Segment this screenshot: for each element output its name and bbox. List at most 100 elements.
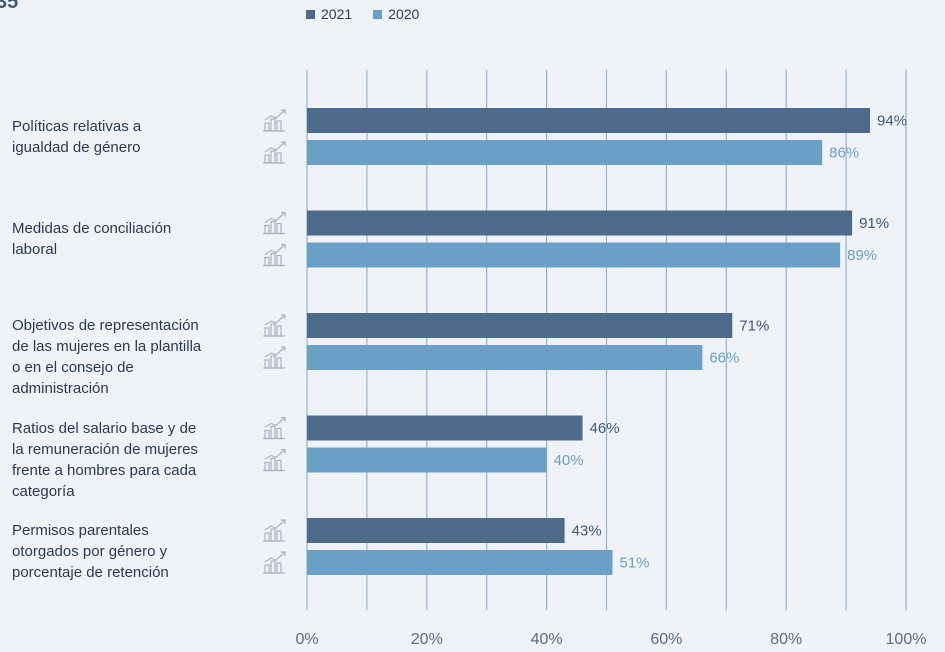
category-label-line: administración: [12, 380, 109, 397]
legend-item-2021: 2021: [306, 6, 352, 22]
category-label-line: categoría: [12, 482, 75, 500]
bar-2021: [307, 518, 565, 543]
growth-chart-icon-part: [264, 244, 286, 255]
bar-2021: [307, 415, 583, 441]
growth-chart-icon-part: [270, 457, 276, 472]
page-number: 35: [0, 0, 19, 13]
legend-label-2020: 2020: [388, 6, 420, 22]
growth-chart-icon-part: [264, 154, 270, 164]
growth-chart-icon-part: [281, 141, 286, 146]
growth-chart-icon: [263, 346, 286, 369]
growth-chart-icon-part: [281, 346, 286, 351]
growth-chart-icon-part: [276, 254, 282, 267]
value-label-2020: 86%: [829, 145, 859, 162]
category-label-line: la remuneración de mujeres: [12, 440, 198, 458]
value-label-2020: 89%: [847, 247, 877, 264]
category-label-line: Permisos parentales: [12, 522, 149, 539]
value-label-2021: 43%: [572, 523, 602, 540]
growth-chart-icon: [263, 141, 286, 164]
growth-chart-icon-part: [264, 314, 286, 326]
growth-chart-icon-part: [264, 429, 270, 440]
bar-2020: [307, 140, 823, 165]
bar-2020: [307, 550, 613, 575]
growth-chart-icon-part: [276, 427, 282, 440]
value-label-2020: 51%: [619, 555, 649, 572]
growth-chart-icon: [263, 519, 286, 542]
bar-2020: [307, 345, 703, 370]
category-label-line: Políticas relativas a: [12, 117, 142, 135]
growth-chart-icon: [263, 314, 286, 337]
growth-chart-icon-part: [276, 222, 282, 235]
category-labels: Políticas relativas a igualdad de género M…: [0, 0, 250, 652]
value-label-2020: 66%: [709, 350, 739, 367]
legend-item-2020: 2020: [373, 6, 419, 22]
x-tick-label: 100%: [886, 631, 927, 648]
value-label-2021: 71%: [739, 318, 769, 335]
bar-2020: [307, 447, 547, 473]
bar-2021: [307, 313, 733, 338]
category-label-line: Medidas de conciliación: [12, 220, 172, 237]
category-label-line: laboral: [12, 241, 58, 258]
category-label-line: frente a hombres para cada: [12, 461, 197, 479]
value-label-2021: 91%: [859, 215, 889, 232]
category-label-line: Objetivos de representación: [12, 317, 199, 334]
legend-swatch-2021: [306, 9, 315, 19]
growth-chart-icon-part: [264, 461, 270, 472]
x-tick-label: 40%: [531, 631, 563, 648]
category-label-line: otorgados por género y: [12, 543, 168, 560]
value-label-2021: 46%: [590, 420, 620, 437]
growth-chart-icon-part: [281, 243, 286, 249]
growth-chart-icon-part: [270, 150, 276, 164]
growth-chart-icon: [263, 109, 286, 132]
category-label: Medidas de conciliación laboral: [12, 218, 252, 260]
category-label-line: o en el consejo de: [12, 359, 134, 376]
growth-chart-icon: [263, 416, 286, 440]
growth-chart-icon: [263, 448, 286, 472]
growth-chart-icon-part: [276, 357, 282, 369]
category-label-line: porcentaje de retención: [12, 564, 169, 581]
legend-swatch-2020: [373, 9, 383, 19]
value-label-2020: 40%: [554, 452, 584, 469]
growth-chart-icon-part: [276, 325, 282, 337]
category-label: Permisos parentales otorgados por género …: [12, 520, 252, 583]
growth-chart-icon-part: [264, 564, 270, 574]
growth-chart-icon-part: [264, 346, 286, 358]
growth-chart-icon-part: [264, 109, 286, 121]
legend-label-2021: 2021: [321, 6, 353, 22]
growth-chart-icon-part: [281, 519, 286, 524]
growth-chart-icon-part: [264, 359, 270, 369]
growth-chart-icon-part: [281, 551, 286, 556]
growth-chart-icon-part: [264, 141, 286, 153]
growth-chart-icon-part: [264, 519, 286, 531]
growth-chart-icon-part: [264, 224, 270, 235]
category-label: Ratios del salario base y de la remunerac…: [12, 418, 252, 502]
growth-chart-icon-part: [264, 256, 270, 267]
growth-chart-icon-part: [270, 118, 276, 132]
growth-chart-icon-part: [281, 448, 286, 454]
growth-chart-icon-part: [264, 212, 286, 223]
category-label-line: Ratios del salario base y de: [12, 419, 197, 437]
bar-2020: [307, 242, 841, 268]
growth-chart-icon-part: [276, 152, 282, 164]
x-tick-label: 20%: [411, 631, 443, 648]
growth-chart-icon-part: [264, 551, 286, 563]
growth-chart-icon-part: [276, 120, 282, 132]
growth-chart-icon-part: [270, 425, 276, 440]
x-tick-label: 0%: [295, 631, 318, 648]
bar-2021: [307, 210, 853, 236]
x-tick-label: 60%: [650, 631, 682, 648]
growth-chart-icon: [263, 211, 286, 235]
growth-chart-icon: [263, 551, 286, 574]
growth-chart-icon-part: [281, 211, 286, 217]
growth-chart-icon: [263, 243, 286, 267]
chart-legend: 2021 2020: [306, 6, 440, 22]
growth-chart-icon-part: [281, 416, 286, 422]
growth-chart-icon-part: [264, 122, 270, 132]
category-label-line: de las mujeres en la plantilla: [12, 338, 202, 355]
x-tick-label: 80%: [770, 631, 802, 648]
growth-chart-icon-part: [264, 532, 270, 542]
category-label: Políticas relativas a igualdad de género: [12, 116, 252, 158]
growth-chart-icon-part: [270, 560, 276, 574]
growth-chart-icon-part: [270, 220, 276, 235]
